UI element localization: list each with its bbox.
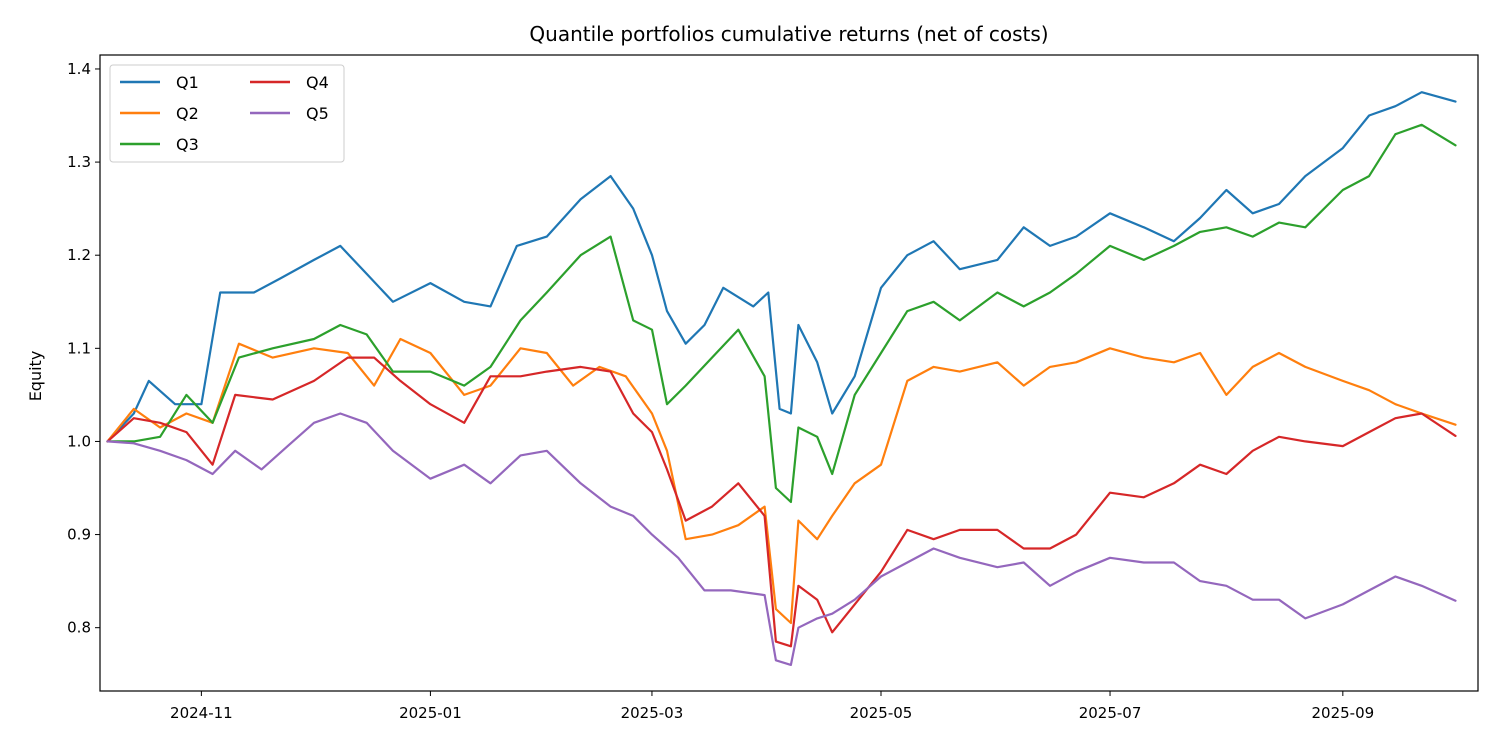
legend-label-q5: Q5: [306, 104, 329, 123]
x-tick-label: 2025-01: [399, 704, 462, 722]
plot-area-frame: [99, 54, 1479, 692]
legend-frame: [109, 64, 345, 163]
legend-label-q2: Q2: [176, 104, 199, 123]
series-line-q3: [106, 123, 1457, 504]
axes-layer: 2024-11 2025-01 2025-03 2025-05 2025-07 2025-…: [67, 60, 1374, 722]
x-tick-label: 2025-07: [1079, 704, 1142, 722]
y-tick-label: 0.9: [67, 526, 91, 544]
y-tick-label: 1.4: [67, 60, 91, 78]
legend-label-q4: Q4: [306, 73, 329, 92]
y-axis-label: Equity: [26, 351, 45, 402]
legend: Q1 Q2 Q3 Q4 Q5: [109, 64, 345, 163]
y-tick-label: 0.8: [67, 619, 91, 637]
x-tick-label: 2024-11: [170, 704, 233, 722]
y-tick-label: 1.1: [67, 339, 91, 357]
series-line-q2: [106, 337, 1457, 625]
y-tick-label: 1.3: [67, 153, 91, 171]
legend-label-q3: Q3: [176, 135, 199, 154]
x-tick-label: 2025-09: [1311, 704, 1374, 722]
series-line-q4: [106, 356, 1457, 648]
series-line-q1: [106, 91, 1457, 443]
chart-title: Quantile portfolios cumulative returns (…: [529, 22, 1048, 46]
y-tick-label: 1.0: [67, 432, 91, 450]
series-layer: [106, 91, 1457, 667]
y-tick-label: 1.2: [67, 246, 91, 264]
legend-label-q1: Q1: [176, 73, 199, 92]
x-tick-label: 2025-05: [850, 704, 913, 722]
series-line-q5: [106, 412, 1457, 667]
x-tick-label: 2025-03: [621, 704, 684, 722]
